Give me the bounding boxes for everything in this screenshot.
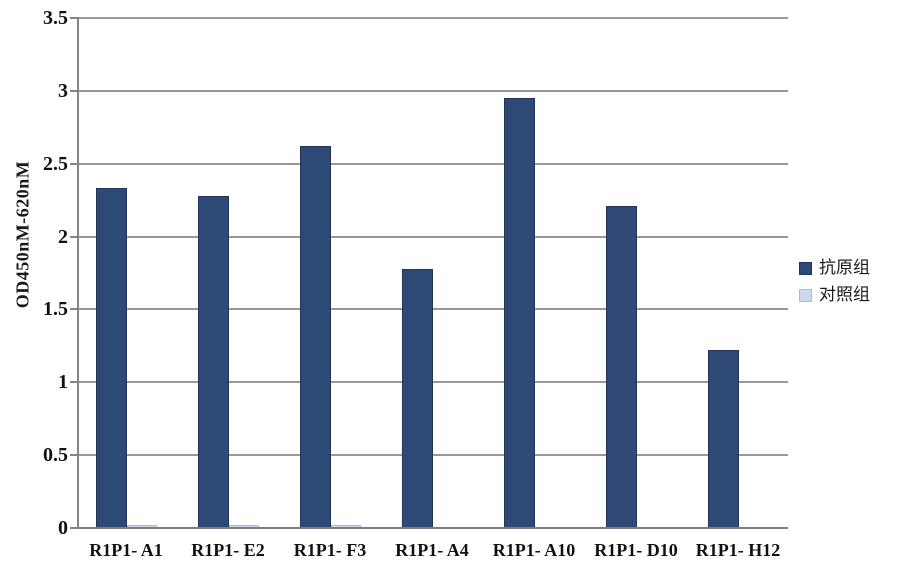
bar-antigen [96,188,127,528]
x-category-label: R1P1- F3 [293,540,367,560]
bar-antigen [708,350,739,528]
y-tick-label: 2.5 [43,152,68,175]
gridline [78,308,788,311]
y-tick [70,235,78,238]
y-tick-label: 2 [58,225,68,248]
y-tick [70,454,78,457]
y-tick [70,308,78,311]
x-category-label: R1P1- A4 [395,540,469,560]
y-tick [70,17,78,19]
x-category-label: R1P1- A10 [492,540,576,560]
legend-swatch-antigen-group [799,261,812,275]
bar-antigen [198,195,229,528]
y-tick [70,162,78,165]
legend-label-control-group: 对照组 [819,285,870,304]
legend-item-antigen-group: 抗原组 [799,259,870,277]
y-axis-line [77,18,79,528]
gridline [78,235,788,238]
y-tick [70,527,78,529]
y-tick-label: 3.5 [43,7,68,29]
x-category-label: R1P1- D10 [594,540,678,560]
y-tick [70,381,78,384]
legend: 抗原组 对照组 [799,259,870,304]
bar-antigen [402,268,433,528]
x-category-label: R1P1- E2 [191,540,265,560]
y-tick-label: 0.5 [43,444,68,467]
legend-item-control-group: 对照组 [799,286,870,304]
gridline [78,381,788,384]
legend-label-antigen-group: 抗原组 [819,258,870,277]
y-tick-label: 3 [58,79,68,102]
y-tick-label: 0 [58,517,68,539]
y-tick-label: 1.5 [43,298,68,321]
x-axis-baseline [78,527,788,529]
gridline [78,89,788,92]
y-tick-label: 1 [58,371,68,394]
gridline [78,454,788,457]
gridline [78,162,788,165]
bar-antigen [606,205,637,528]
bar-antigen [300,146,331,528]
gridline [78,17,788,19]
bar-antigen [504,98,535,528]
legend-swatch-control-group [799,288,812,302]
x-category-label: R1P1- H12 [695,540,781,560]
x-category-label: R1P1- A1 [89,540,163,560]
y-tick [70,89,78,92]
